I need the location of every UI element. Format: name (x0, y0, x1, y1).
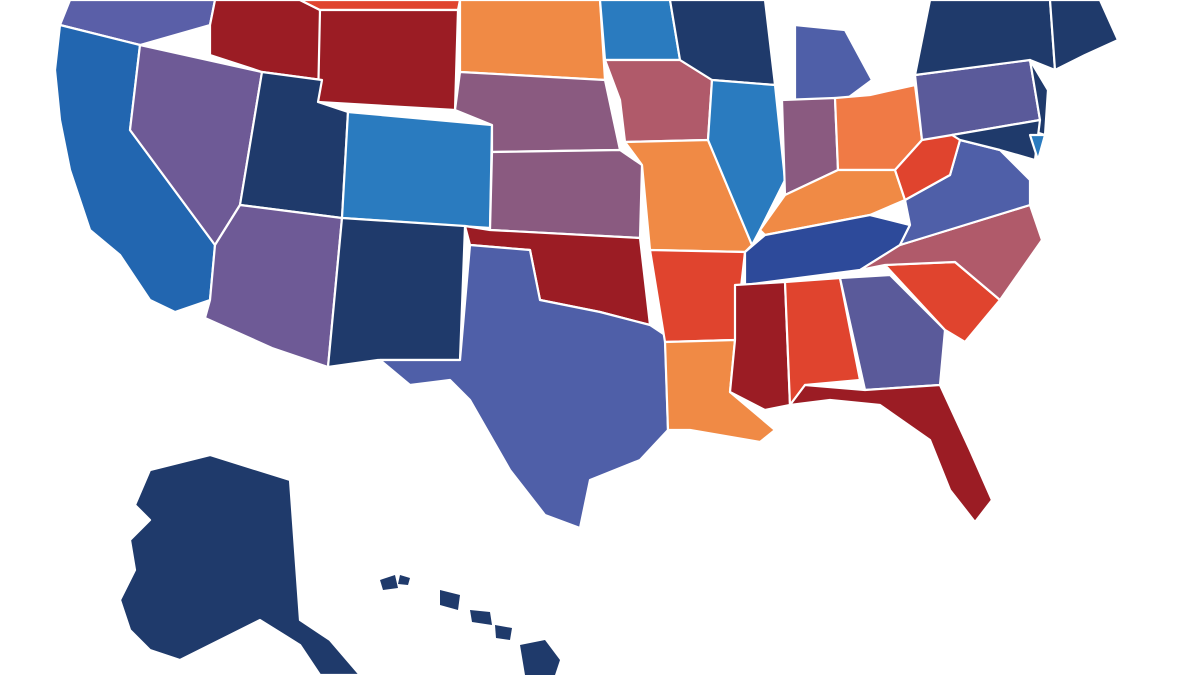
state-region-co (340, 110, 494, 230)
state-region-hi-island-2 (398, 575, 410, 585)
state-region-ks (488, 148, 644, 240)
state-region-mi (793, 23, 874, 102)
state-region-de (1028, 133, 1047, 162)
state-region-mt (298, 0, 462, 12)
state-region-hi-island-5 (495, 625, 512, 640)
state-region-ga (838, 273, 947, 392)
state-region-hi-island-1 (380, 575, 398, 590)
state-region-nm (326, 216, 467, 369)
state-region-tx (378, 243, 670, 530)
state-region-al (783, 276, 862, 407)
state-region-ne-states (1048, 0, 1120, 72)
state-region-az (203, 203, 344, 369)
state-region-ny (913, 0, 1057, 77)
state-region-fl (788, 383, 994, 524)
state-region-hi-island-3 (440, 590, 460, 610)
state-region-ia (603, 58, 714, 144)
state-region-md (950, 118, 1042, 162)
state-region-ms (728, 280, 792, 412)
state-region-ar (648, 248, 747, 344)
state-region-mn (598, 0, 682, 62)
state-region-hi-island-4 (470, 610, 492, 625)
state-region-sd (458, 0, 607, 82)
state-region-ak (118, 453, 362, 675)
state-region-hi-island-6 (520, 640, 560, 675)
state-region-wy (316, 8, 460, 112)
